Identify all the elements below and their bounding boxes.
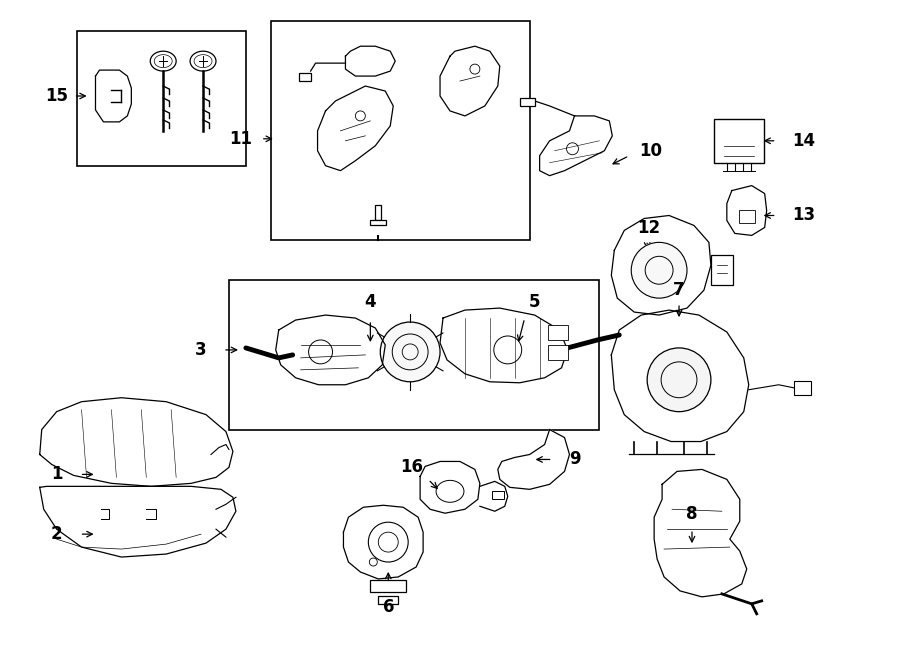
Polygon shape [480,481,508,511]
Polygon shape [440,308,568,383]
Bar [491,491,504,499]
Polygon shape [654,469,747,597]
Bar [229,280,599,430]
Polygon shape [611,215,711,315]
Text: 12: 12 [637,219,661,237]
Polygon shape [40,486,236,557]
Text: 4: 4 [364,293,376,311]
Text: 10: 10 [640,141,662,160]
Text: 14: 14 [792,132,815,150]
Text: 5: 5 [529,293,540,311]
Text: 6: 6 [382,598,394,616]
Text: 1: 1 [51,465,62,483]
Text: 7: 7 [673,281,685,299]
Bar [299,73,310,81]
Text: 16: 16 [400,459,424,477]
Bar [739,210,755,223]
Bar [519,98,535,106]
Polygon shape [344,505,423,579]
Circle shape [647,348,711,412]
Text: 3: 3 [195,341,207,359]
Bar [370,221,386,225]
Bar [714,119,764,163]
Bar [370,580,406,592]
Polygon shape [611,310,749,442]
Polygon shape [346,46,395,76]
Polygon shape [420,461,480,513]
Polygon shape [275,315,385,385]
Polygon shape [540,116,612,176]
Text: 2: 2 [50,525,62,543]
Text: 9: 9 [569,450,580,469]
Text: 8: 8 [686,505,698,524]
Text: 11: 11 [230,130,252,148]
Polygon shape [40,398,233,486]
Bar [547,345,568,360]
Polygon shape [95,70,131,122]
Circle shape [631,243,687,298]
Polygon shape [727,186,767,235]
Text: 13: 13 [792,206,815,225]
Polygon shape [318,86,393,171]
Polygon shape [440,46,500,116]
Circle shape [381,322,440,382]
Bar [711,255,733,285]
Bar [794,381,812,395]
Bar [271,21,530,241]
Polygon shape [498,430,570,489]
Bar [76,31,246,166]
Bar [375,204,382,221]
Bar [547,325,568,340]
Text: 15: 15 [45,87,68,105]
Bar [378,596,398,604]
